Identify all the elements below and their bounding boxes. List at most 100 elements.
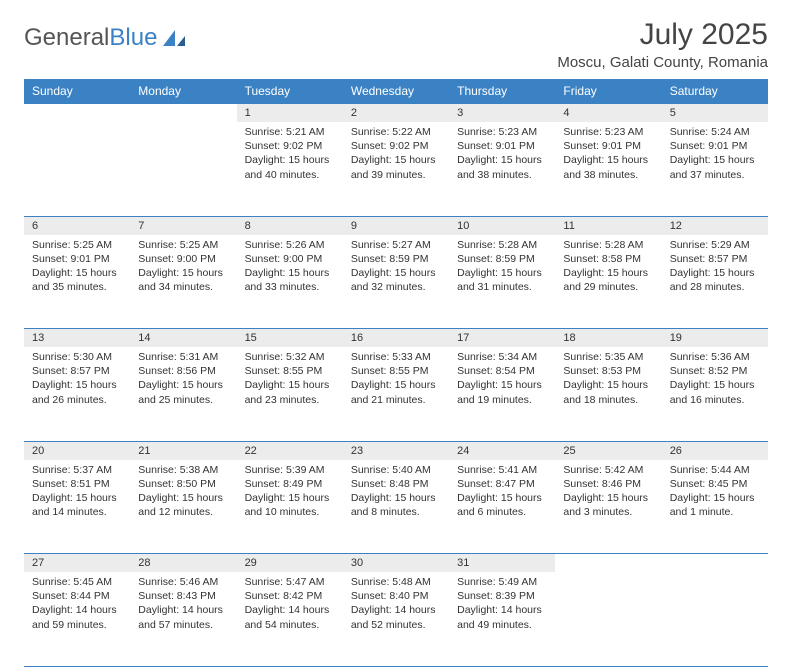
- sunset-text: Sunset: 8:47 PM: [457, 477, 547, 491]
- logo: GeneralBlue: [24, 18, 187, 52]
- day-number-cell: 10: [449, 216, 555, 235]
- daylight-text: Daylight: 15 hours and 33 minutes.: [245, 266, 335, 294]
- day-detail: Sunrise: 5:22 AMSunset: 9:02 PMDaylight:…: [343, 122, 449, 188]
- day-detail: Sunrise: 5:47 AMSunset: 8:42 PMDaylight:…: [237, 572, 343, 638]
- day-body-row: Sunrise: 5:25 AMSunset: 9:01 PMDaylight:…: [24, 235, 768, 329]
- day-number-cell: 16: [343, 329, 449, 348]
- sunset-text: Sunset: 8:49 PM: [245, 477, 335, 491]
- day-detail: Sunrise: 5:25 AMSunset: 9:00 PMDaylight:…: [130, 235, 236, 301]
- day-detail: Sunrise: 5:35 AMSunset: 8:53 PMDaylight:…: [555, 347, 661, 413]
- day-number-cell: [555, 554, 661, 573]
- title-block: July 2025 Moscu, Galati County, Romania: [557, 18, 768, 71]
- day-body-cell: Sunrise: 5:35 AMSunset: 8:53 PMDaylight:…: [555, 347, 661, 441]
- sunrise-text: Sunrise: 5:42 AM: [563, 463, 653, 477]
- day-detail: Sunrise: 5:24 AMSunset: 9:01 PMDaylight:…: [662, 122, 768, 188]
- sunrise-text: Sunrise: 5:23 AM: [563, 125, 653, 139]
- day-detail: Sunrise: 5:38 AMSunset: 8:50 PMDaylight:…: [130, 460, 236, 526]
- calendar-table: SundayMondayTuesdayWednesdayThursdayFrid…: [24, 79, 768, 667]
- sunset-text: Sunset: 8:54 PM: [457, 364, 547, 378]
- day-detail: Sunrise: 5:27 AMSunset: 8:59 PMDaylight:…: [343, 235, 449, 301]
- day-detail: Sunrise: 5:21 AMSunset: 9:02 PMDaylight:…: [237, 122, 343, 188]
- day-body-cell: Sunrise: 5:30 AMSunset: 8:57 PMDaylight:…: [24, 347, 130, 441]
- sunset-text: Sunset: 8:43 PM: [138, 589, 228, 603]
- sunrise-text: Sunrise: 5:35 AM: [563, 350, 653, 364]
- sunrise-text: Sunrise: 5:44 AM: [670, 463, 760, 477]
- sunrise-text: Sunrise: 5:22 AM: [351, 125, 441, 139]
- day-number-cell: [130, 104, 236, 123]
- sunrise-text: Sunrise: 5:33 AM: [351, 350, 441, 364]
- sunrise-text: Sunrise: 5:25 AM: [138, 238, 228, 252]
- sunrise-text: Sunrise: 5:32 AM: [245, 350, 335, 364]
- day-body-cell: Sunrise: 5:39 AMSunset: 8:49 PMDaylight:…: [237, 460, 343, 554]
- daylight-text: Daylight: 14 hours and 57 minutes.: [138, 603, 228, 631]
- day-number-cell: 23: [343, 441, 449, 460]
- sunset-text: Sunset: 9:01 PM: [32, 252, 122, 266]
- day-detail: Sunrise: 5:39 AMSunset: 8:49 PMDaylight:…: [237, 460, 343, 526]
- sunset-text: Sunset: 8:55 PM: [245, 364, 335, 378]
- daylight-text: Daylight: 15 hours and 3 minutes.: [563, 491, 653, 519]
- sunrise-text: Sunrise: 5:24 AM: [670, 125, 760, 139]
- day-body-cell: Sunrise: 5:47 AMSunset: 8:42 PMDaylight:…: [237, 572, 343, 666]
- day-number-cell: 7: [130, 216, 236, 235]
- day-detail: Sunrise: 5:30 AMSunset: 8:57 PMDaylight:…: [24, 347, 130, 413]
- daylight-text: Daylight: 15 hours and 29 minutes.: [563, 266, 653, 294]
- daylight-text: Daylight: 15 hours and 18 minutes.: [563, 378, 653, 406]
- day-body-cell: Sunrise: 5:45 AMSunset: 8:44 PMDaylight:…: [24, 572, 130, 666]
- sunrise-text: Sunrise: 5:40 AM: [351, 463, 441, 477]
- daylight-text: Daylight: 15 hours and 38 minutes.: [563, 153, 653, 181]
- sunrise-text: Sunrise: 5:30 AM: [32, 350, 122, 364]
- weekday-header: Thursday: [449, 79, 555, 104]
- sunset-text: Sunset: 8:52 PM: [670, 364, 760, 378]
- weekday-header-row: SundayMondayTuesdayWednesdayThursdayFrid…: [24, 79, 768, 104]
- sunrise-text: Sunrise: 5:29 AM: [670, 238, 760, 252]
- day-detail: Sunrise: 5:45 AMSunset: 8:44 PMDaylight:…: [24, 572, 130, 638]
- day-body-cell: Sunrise: 5:37 AMSunset: 8:51 PMDaylight:…: [24, 460, 130, 554]
- logo-text-2: Blue: [109, 24, 157, 52]
- sunrise-text: Sunrise: 5:25 AM: [32, 238, 122, 252]
- day-number-cell: 5: [662, 104, 768, 123]
- sunset-text: Sunset: 8:57 PM: [670, 252, 760, 266]
- day-number-cell: 9: [343, 216, 449, 235]
- day-detail: Sunrise: 5:32 AMSunset: 8:55 PMDaylight:…: [237, 347, 343, 413]
- day-body-cell: Sunrise: 5:32 AMSunset: 8:55 PMDaylight:…: [237, 347, 343, 441]
- sunrise-text: Sunrise: 5:34 AM: [457, 350, 547, 364]
- day-body-cell: Sunrise: 5:23 AMSunset: 9:01 PMDaylight:…: [555, 122, 661, 216]
- logo-sail-icon: [161, 28, 187, 48]
- day-number-row: 6789101112: [24, 216, 768, 235]
- day-number-row: 12345: [24, 104, 768, 123]
- header: GeneralBlue July 2025 Moscu, Galati Coun…: [24, 18, 768, 71]
- day-detail: Sunrise: 5:23 AMSunset: 9:01 PMDaylight:…: [449, 122, 555, 188]
- day-number-cell: 24: [449, 441, 555, 460]
- daylight-text: Daylight: 14 hours and 59 minutes.: [32, 603, 122, 631]
- sunrise-text: Sunrise: 5:26 AM: [245, 238, 335, 252]
- day-number-cell: 22: [237, 441, 343, 460]
- sunset-text: Sunset: 8:46 PM: [563, 477, 653, 491]
- day-body-cell: [662, 572, 768, 666]
- day-body-cell: Sunrise: 5:49 AMSunset: 8:39 PMDaylight:…: [449, 572, 555, 666]
- day-body-cell: Sunrise: 5:41 AMSunset: 8:47 PMDaylight:…: [449, 460, 555, 554]
- location: Moscu, Galati County, Romania: [557, 54, 768, 71]
- sunrise-text: Sunrise: 5:48 AM: [351, 575, 441, 589]
- daylight-text: Daylight: 15 hours and 23 minutes.: [245, 378, 335, 406]
- weekday-header: Saturday: [662, 79, 768, 104]
- day-body-cell: Sunrise: 5:21 AMSunset: 9:02 PMDaylight:…: [237, 122, 343, 216]
- daylight-text: Daylight: 15 hours and 35 minutes.: [32, 266, 122, 294]
- day-body-cell: Sunrise: 5:25 AMSunset: 9:00 PMDaylight:…: [130, 235, 236, 329]
- day-detail: Sunrise: 5:25 AMSunset: 9:01 PMDaylight:…: [24, 235, 130, 301]
- daylight-text: Daylight: 15 hours and 10 minutes.: [245, 491, 335, 519]
- weekday-header: Wednesday: [343, 79, 449, 104]
- day-body-cell: Sunrise: 5:40 AMSunset: 8:48 PMDaylight:…: [343, 460, 449, 554]
- sunrise-text: Sunrise: 5:47 AM: [245, 575, 335, 589]
- sunset-text: Sunset: 8:40 PM: [351, 589, 441, 603]
- day-number-cell: 25: [555, 441, 661, 460]
- day-number-cell: 27: [24, 554, 130, 573]
- sunset-text: Sunset: 8:58 PM: [563, 252, 653, 266]
- day-body-cell: Sunrise: 5:26 AMSunset: 9:00 PMDaylight:…: [237, 235, 343, 329]
- sunset-text: Sunset: 8:59 PM: [351, 252, 441, 266]
- day-detail: Sunrise: 5:40 AMSunset: 8:48 PMDaylight:…: [343, 460, 449, 526]
- day-number-cell: 14: [130, 329, 236, 348]
- day-body-cell: Sunrise: 5:29 AMSunset: 8:57 PMDaylight:…: [662, 235, 768, 329]
- day-body-row: Sunrise: 5:21 AMSunset: 9:02 PMDaylight:…: [24, 122, 768, 216]
- day-number-cell: 18: [555, 329, 661, 348]
- day-body-cell: Sunrise: 5:28 AMSunset: 8:58 PMDaylight:…: [555, 235, 661, 329]
